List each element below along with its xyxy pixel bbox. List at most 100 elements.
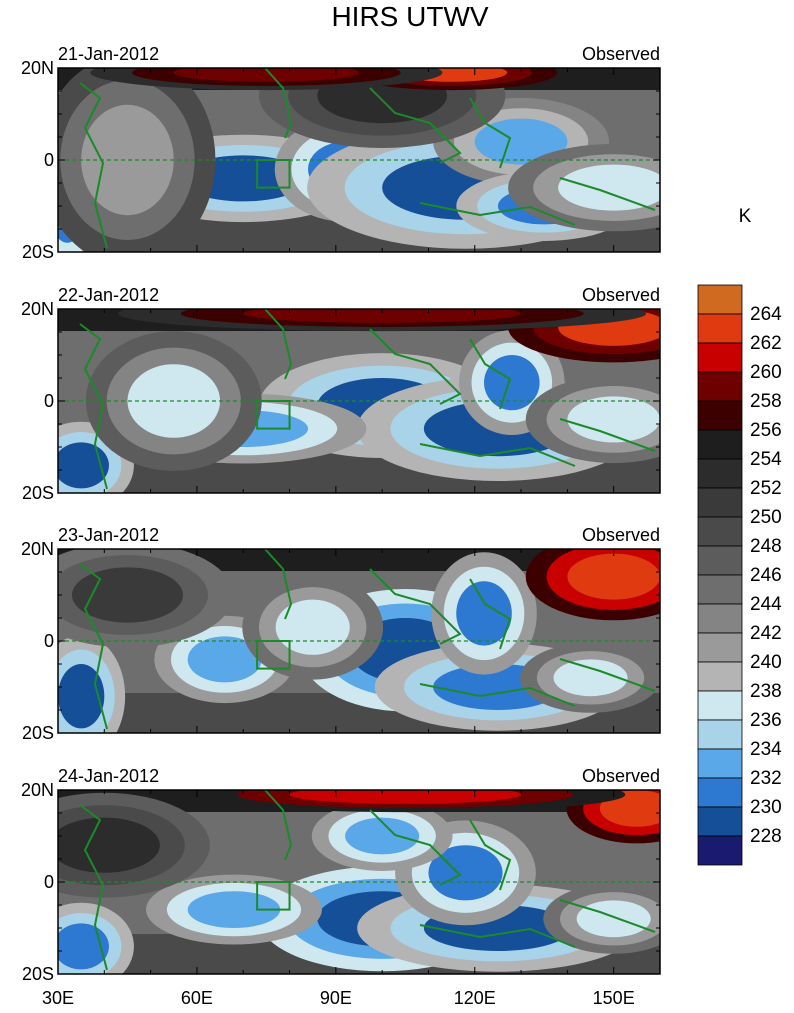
colorbar-tick-label: 238	[750, 681, 782, 702]
colorbar-tick-label: 236	[750, 710, 782, 731]
coastline	[559, 177, 656, 211]
colorbar-swatch	[697, 487, 743, 518]
colorbar-swatch	[697, 545, 743, 576]
panel-observed-label: Observed	[582, 525, 660, 545]
colorbar-unit-label: K	[739, 206, 752, 227]
panels-group: 21-Jan-2012 Observed 20N 0 20S 22-Jan-2012 Obs…	[21, 44, 661, 1008]
colorbar-tick-label: 242	[750, 623, 782, 644]
colorbar-swatch	[697, 516, 743, 547]
y-tick-label: 0	[44, 631, 54, 651]
colorbar-tick-label: 232	[750, 768, 782, 789]
colorbar-swatch	[697, 458, 743, 489]
coastline	[559, 418, 656, 452]
map-panel: 23-Jan-2012 Observed 20N 0 20S	[21, 525, 661, 743]
coastline	[79, 323, 108, 490]
colorbar-tick-label: 256	[750, 420, 782, 441]
coastline	[369, 328, 462, 405]
contour-blob	[275, 599, 350, 655]
contour-blob	[289, 790, 522, 804]
contour-blob	[567, 553, 660, 600]
colorbar-tick-label: 244	[750, 594, 782, 615]
coastline	[559, 658, 656, 692]
colorbar-swatch	[697, 574, 743, 605]
y-tick-label: 20S	[22, 964, 54, 984]
analysis-box	[256, 159, 291, 189]
colorbar-tick-label: 240	[750, 652, 782, 673]
contour-blob	[345, 817, 420, 855]
x-tick-label: 120E	[454, 988, 496, 1008]
y-tick-label: 20N	[21, 780, 54, 800]
colorbar-swatch	[697, 661, 743, 692]
analysis-box	[256, 640, 291, 670]
coastline	[559, 899, 656, 933]
contour-blob	[576, 900, 651, 938]
y-tick-label: 20S	[22, 723, 54, 743]
contour-blob	[484, 355, 540, 411]
colorbar-swatch	[697, 284, 743, 315]
contour-blob	[243, 309, 522, 323]
x-tick-label: 90E	[320, 988, 352, 1008]
colorbar-tick-label: 252	[750, 478, 782, 499]
contour-blob	[58, 442, 109, 489]
colorbar-swatch	[697, 835, 743, 866]
colorbar-tick-label: 262	[750, 333, 782, 354]
x-tick-label: 30E	[42, 988, 74, 1008]
map-panel: 22-Jan-2012 Observed 20N 0 20S	[21, 285, 661, 503]
colorbar-tick-label: 248	[750, 536, 782, 557]
contour-blob	[567, 396, 660, 443]
y-tick-label: 20S	[22, 242, 54, 262]
contour-blob	[58, 664, 105, 729]
colorbar-swatch	[697, 400, 743, 431]
colorbar: 264 262 260 258 256 254 252 250 248 246 244 242 240 2…	[697, 284, 782, 866]
colorbar-tick-label: 258	[750, 391, 782, 412]
panel-date-label: 24-Jan-2012	[58, 766, 159, 786]
coastline	[79, 563, 108, 730]
colorbar-swatch	[697, 632, 743, 663]
coastline	[264, 68, 293, 139]
coastline	[469, 819, 512, 891]
colorbar-swatch	[697, 342, 743, 373]
contour-blob	[81, 104, 174, 216]
colorbar-tick-label: 246	[750, 565, 782, 586]
coastline	[369, 87, 462, 164]
colorbar-swatch	[697, 371, 743, 402]
contour-blob	[58, 817, 160, 873]
panel-date-label: 22-Jan-2012	[58, 285, 159, 305]
colorbar-swatch	[697, 748, 743, 779]
coastline	[264, 309, 293, 380]
coastline	[369, 568, 462, 645]
panel-observed-label: Observed	[582, 44, 660, 64]
colorbar-swatch	[697, 429, 743, 460]
y-tick-label: 20N	[21, 58, 54, 78]
coastline	[419, 202, 576, 226]
map-panel: 24-Jan-2012 Observed 20N 0 20S	[21, 766, 661, 984]
coastline	[264, 790, 293, 861]
panel-observed-label: Observed	[582, 766, 660, 786]
panel-observed-label: Observed	[582, 285, 660, 305]
y-tick-label: 20N	[21, 539, 54, 559]
coastline	[369, 809, 462, 886]
colorbar-tick-label: 228	[750, 826, 782, 847]
coastline	[419, 443, 576, 467]
contour-blob	[428, 845, 503, 901]
y-tick-label: 20S	[22, 483, 54, 503]
contour-blob	[553, 659, 628, 697]
y-tick-label: 0	[44, 872, 54, 892]
coastline	[79, 804, 108, 971]
x-tick-label: 150E	[593, 988, 635, 1008]
colorbar-tick-label: 230	[750, 797, 782, 818]
colorbar-tick-label: 250	[750, 507, 782, 528]
y-tick-label: 0	[44, 150, 54, 170]
colorbar-swatch	[697, 806, 743, 837]
coastline	[469, 578, 512, 650]
coastline	[264, 549, 293, 620]
colorbar-tick-label: 234	[750, 739, 782, 760]
contour-blob	[558, 164, 660, 211]
y-tick-label: 0	[44, 391, 54, 411]
contour-blob	[456, 581, 512, 646]
analysis-box	[256, 400, 291, 430]
colorbar-tick-label: 260	[750, 362, 782, 383]
colorbar-tick-label: 264	[750, 304, 782, 325]
coastline	[469, 97, 512, 169]
